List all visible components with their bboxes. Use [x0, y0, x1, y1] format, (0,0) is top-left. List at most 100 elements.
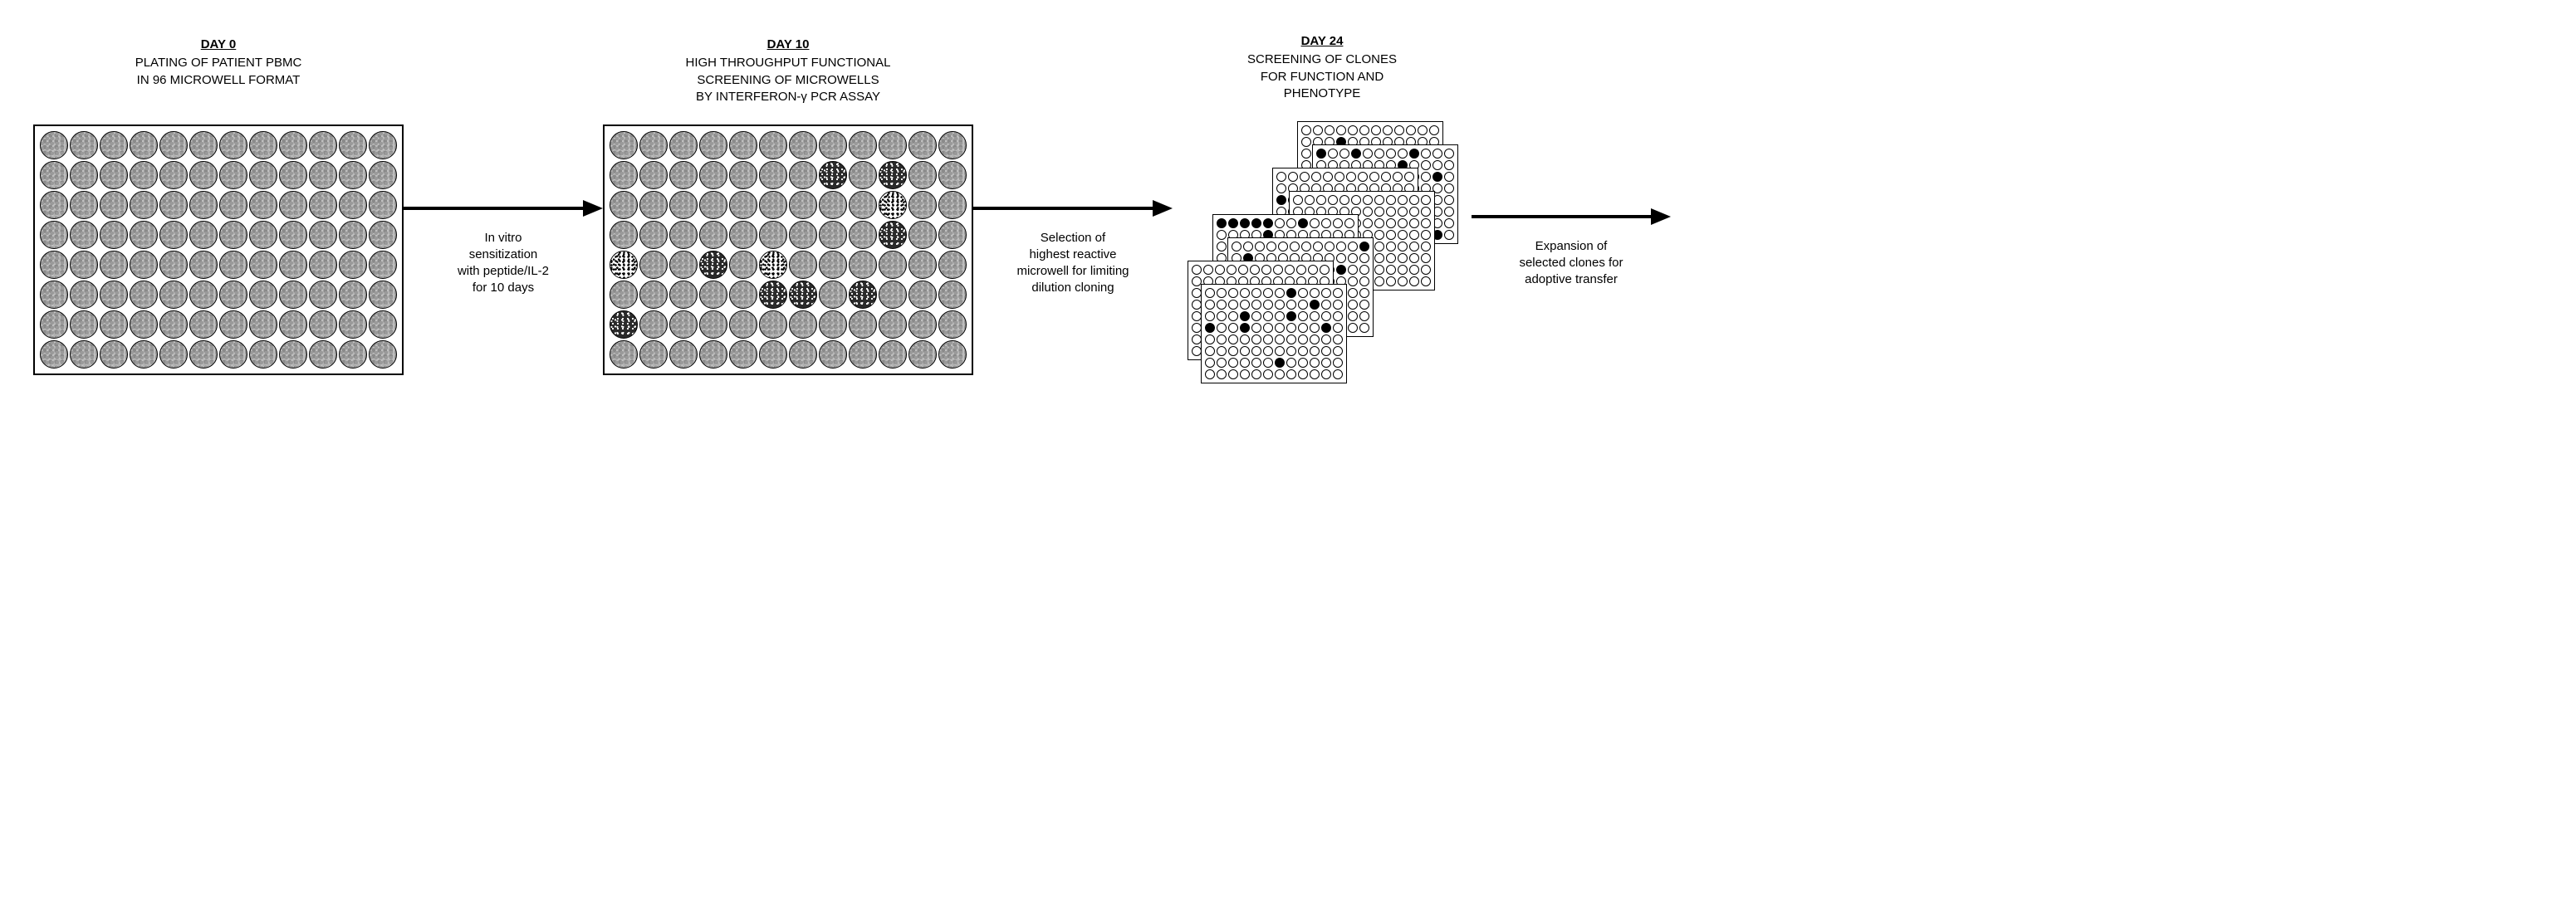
microwell	[789, 221, 817, 249]
clone-well	[1298, 218, 1308, 228]
microwell	[70, 281, 98, 309]
clone-well	[1305, 195, 1315, 205]
microwell	[189, 310, 218, 339]
stage-day0-heading: DAY 0 PLATING OF PATIENT PBMCIN 96 MICRO…	[135, 37, 302, 110]
clone-well	[1286, 288, 1296, 298]
clone-well	[1398, 242, 1408, 251]
clone-well	[1409, 207, 1419, 217]
workflow-diagram: DAY 0 PLATING OF PATIENT PBMCIN 96 MICRO…	[33, 33, 2543, 378]
microwell	[159, 161, 188, 189]
microwell	[729, 191, 757, 219]
clone-well	[1429, 125, 1439, 135]
microwell	[100, 281, 128, 309]
clone-well	[1263, 300, 1273, 310]
clone-well	[1346, 172, 1356, 182]
microwell	[70, 340, 98, 369]
clone-well	[1406, 125, 1416, 135]
clone-well	[1310, 288, 1320, 298]
microwell	[879, 310, 907, 339]
clone-well	[1409, 276, 1419, 286]
clone-well	[1398, 149, 1408, 159]
clone-well	[1228, 311, 1238, 321]
microwell	[219, 340, 247, 369]
microwell	[219, 281, 247, 309]
clone-well	[1374, 207, 1384, 217]
microwell	[639, 281, 668, 309]
microwell	[249, 281, 277, 309]
arrow-0-caption: In vitrosensitizationwith peptide/IL-2fo…	[458, 230, 549, 297]
clone-well	[1351, 195, 1361, 205]
microwell	[279, 161, 307, 189]
microwell	[759, 310, 787, 339]
microwell	[100, 251, 128, 279]
clone-well	[1369, 172, 1379, 182]
clone-well	[1298, 358, 1308, 368]
microwell	[849, 310, 877, 339]
clone-well	[1333, 346, 1343, 356]
clone-well	[1444, 149, 1454, 159]
clone-well	[1313, 242, 1323, 251]
clone-well	[1421, 230, 1431, 240]
microwell	[699, 221, 727, 249]
clone-well	[1240, 334, 1250, 344]
clone-well	[1263, 334, 1273, 344]
clone-well	[1359, 276, 1369, 286]
clone-well	[1286, 218, 1296, 228]
microwell	[819, 281, 847, 309]
clone-well	[1421, 149, 1431, 159]
microwell	[639, 310, 668, 339]
microwell	[729, 251, 757, 279]
arrow-1-caption: Selection ofhighest reactivemicrowell fo…	[1016, 230, 1129, 297]
clone-well	[1251, 369, 1261, 379]
microwell	[339, 131, 367, 159]
clone-well	[1348, 311, 1358, 321]
microwell	[219, 131, 247, 159]
clone-well	[1374, 195, 1384, 205]
clone-well	[1298, 369, 1308, 379]
microwell	[639, 251, 668, 279]
microwell	[40, 310, 68, 339]
clone-well	[1275, 288, 1285, 298]
microwell	[789, 281, 817, 309]
microwell	[369, 310, 397, 339]
microwell	[849, 221, 877, 249]
stage-day10-heading: DAY 10 HIGH THROUGHPUT FUNCTIONALSCREENI…	[686, 37, 891, 110]
clone-well	[1418, 125, 1428, 135]
clone-well	[1421, 172, 1431, 182]
microwell	[639, 340, 668, 369]
microwell	[639, 161, 668, 189]
clone-well	[1310, 358, 1320, 368]
clone-well	[1358, 172, 1368, 182]
microwell	[908, 251, 937, 279]
microwell	[100, 310, 128, 339]
microwell	[339, 340, 367, 369]
clone-well	[1409, 218, 1419, 228]
microwell	[70, 191, 98, 219]
clone-well	[1371, 125, 1381, 135]
clone-well	[1217, 369, 1227, 379]
microwell	[279, 310, 307, 339]
clone-well	[1275, 323, 1285, 333]
clone-well	[1336, 242, 1346, 251]
microwell	[610, 191, 638, 219]
clone-well	[1348, 265, 1358, 275]
microwell	[249, 221, 277, 249]
day0-title: PLATING OF PATIENT PBMCIN 96 MICROWELL F…	[135, 55, 302, 89]
microwell	[759, 281, 787, 309]
microwell	[309, 221, 337, 249]
clone-well	[1286, 334, 1296, 344]
microwell	[130, 340, 158, 369]
day24-clone-plate-stack	[1173, 121, 1472, 378]
clone-well	[1398, 230, 1408, 240]
clone-well	[1323, 172, 1333, 182]
clone-well	[1205, 311, 1215, 321]
clone-well	[1203, 265, 1213, 275]
stage-day10: DAY 10 HIGH THROUGHPUT FUNCTIONALSCREENI…	[603, 37, 973, 375]
clone-well	[1240, 218, 1250, 228]
clone-well	[1393, 172, 1403, 182]
clone-well	[1227, 265, 1237, 275]
microwell	[759, 340, 787, 369]
clone-well	[1363, 218, 1373, 228]
clone-well	[1286, 369, 1296, 379]
clone-well	[1250, 265, 1260, 275]
